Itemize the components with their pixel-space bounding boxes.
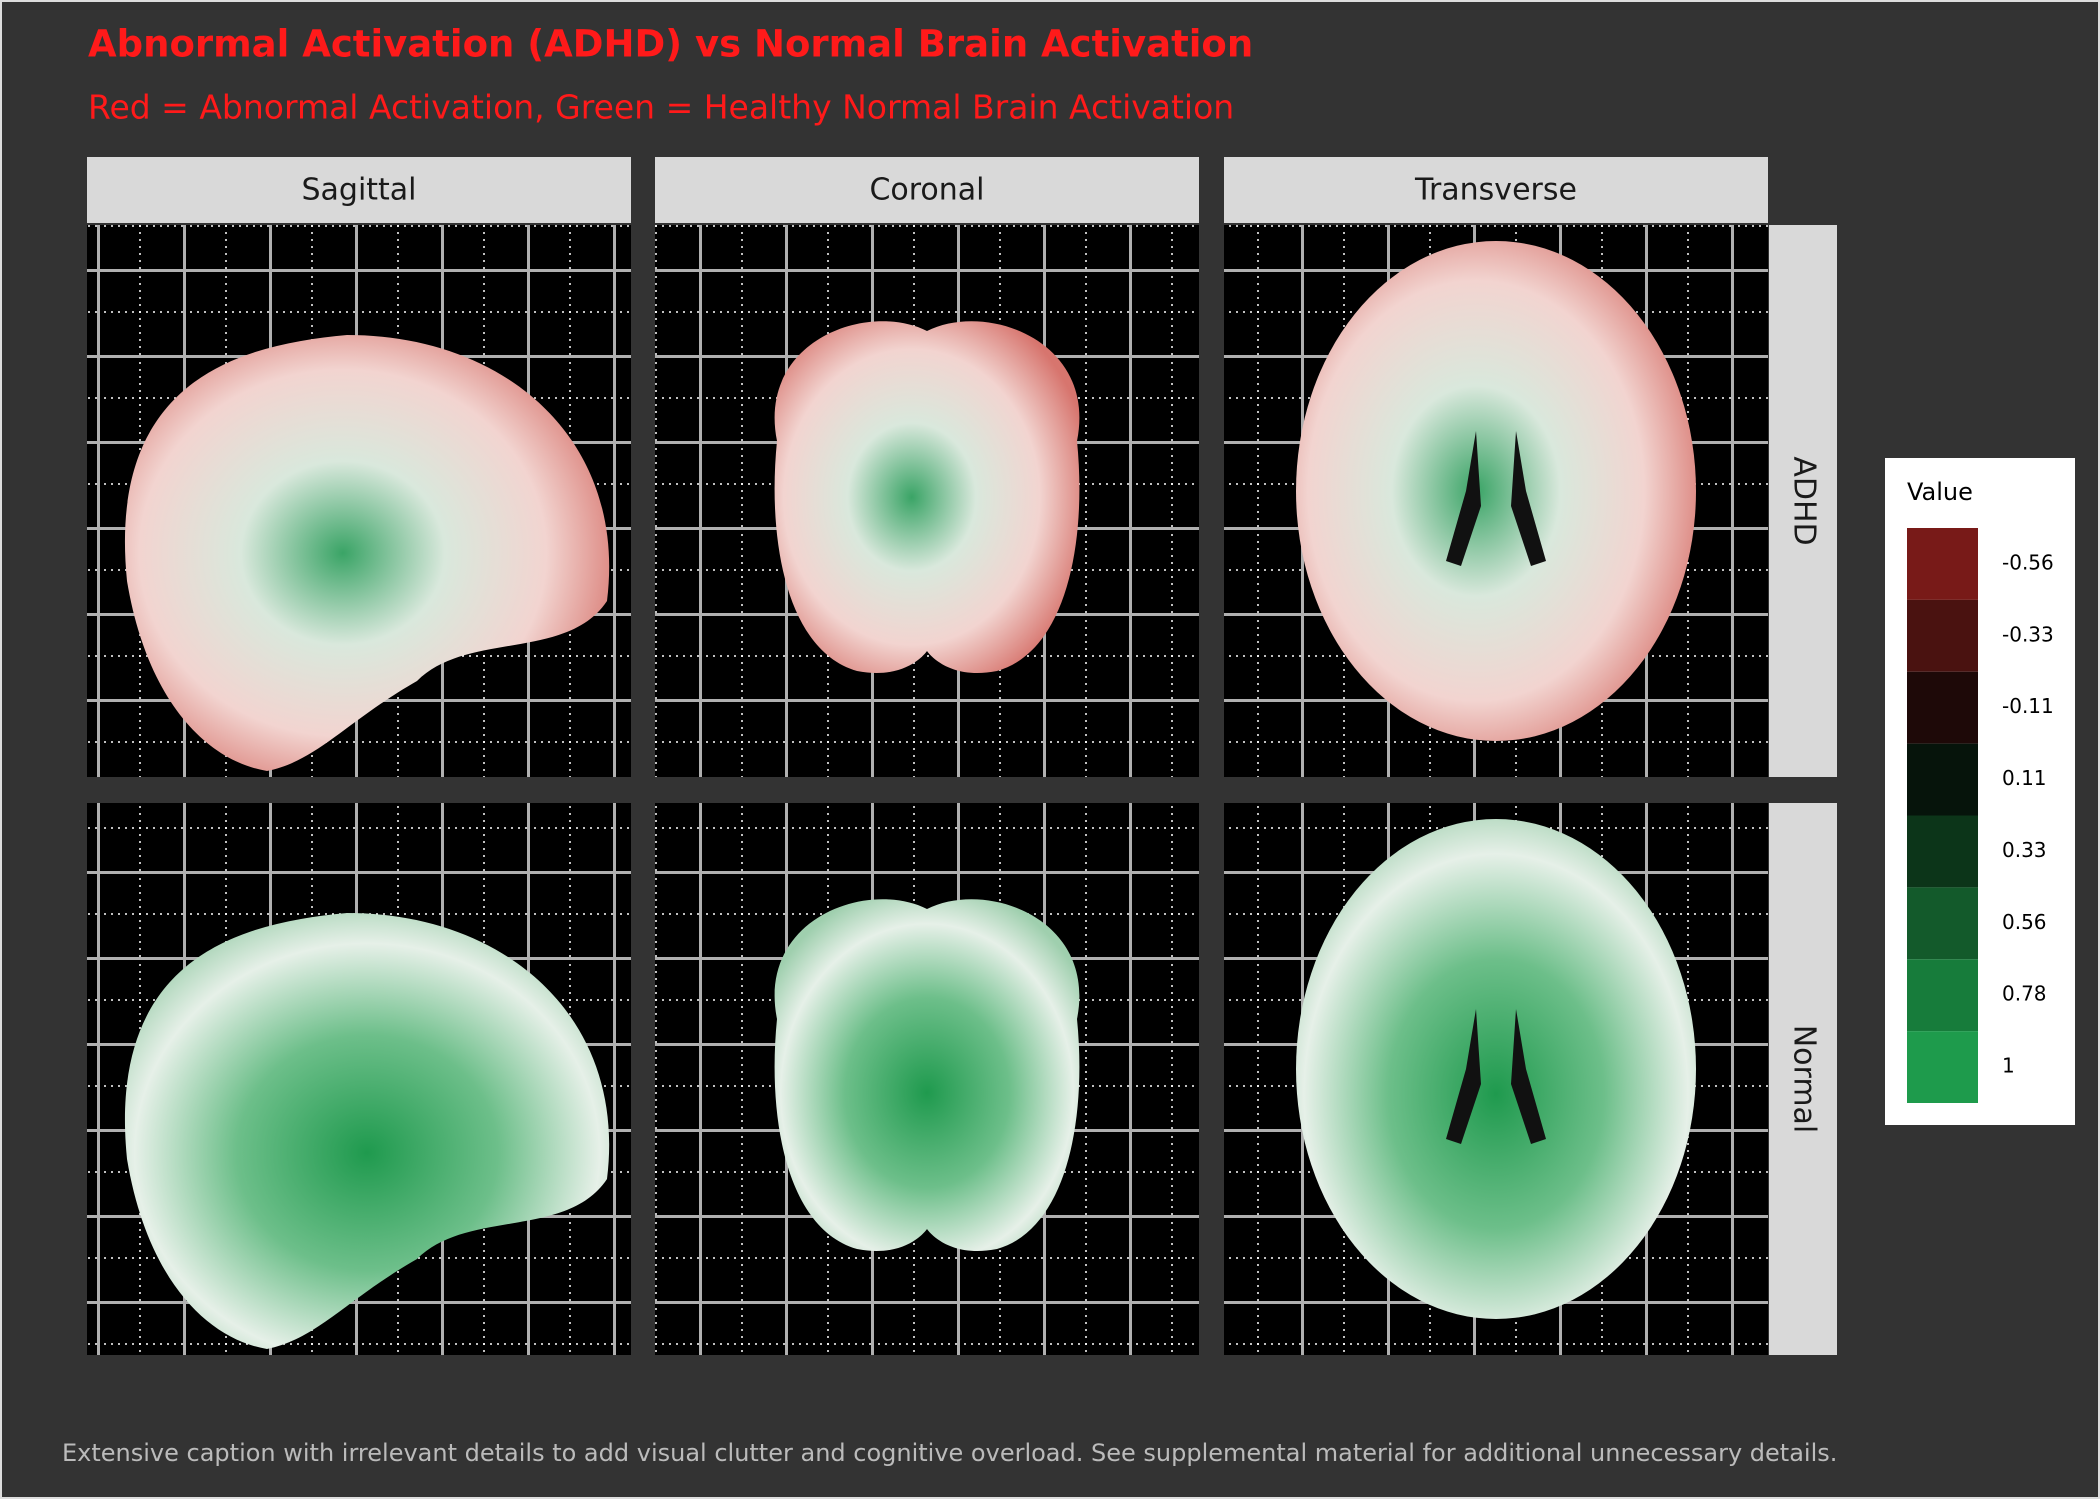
legend-swatch: [1907, 887, 1978, 960]
column-strip: [87, 157, 631, 223]
chart-title: Abnormal Activation (ADHD) vs Normal Bra…: [88, 23, 1253, 66]
legend-swatch: [1907, 1031, 1978, 1103]
column-strip: [1224, 157, 1768, 223]
brain-slice: [1296, 241, 1696, 741]
chart-subtitle: Red = Abnormal Activation, Green = Healt…: [88, 88, 1234, 127]
legend-label: -0.33: [2002, 622, 2054, 646]
caption: Extensive caption with irrelevant detail…: [62, 1439, 1837, 1467]
legend-swatch: [1907, 528, 1978, 600]
column-strip: [655, 157, 1199, 223]
column-strip-label: Sagittal: [301, 173, 416, 208]
brain-slice: [1296, 819, 1696, 1319]
legend-swatch: [1907, 743, 1978, 816]
legend-label: 0.78: [2002, 982, 2047, 1006]
legend-label: -0.56: [2002, 550, 2054, 574]
brain-slice: [774, 899, 1080, 1252]
legend-title: Value: [1907, 478, 1973, 506]
legend-swatch: [1907, 815, 1978, 888]
row-strip-label: ADHD: [1787, 456, 1822, 545]
brain-slice: [124, 913, 610, 1349]
legend-label: 0.11: [2002, 766, 2047, 790]
legend-swatch: [1907, 599, 1978, 672]
panels: ADHD Normal Sagittal Coronal Transverse: [87, 157, 1837, 1355]
row-strip: [1769, 803, 1837, 1355]
legend-label: -0.11: [2002, 694, 2054, 718]
row-strip-label: Normal: [1787, 1025, 1822, 1134]
legend-label: 0.33: [2002, 838, 2047, 862]
legend-swatch: [1907, 671, 1978, 744]
ventricle: [1446, 1009, 1546, 1144]
legend-label: 0.56: [2002, 910, 2047, 934]
brain-slice: [774, 321, 1080, 674]
legend-swatch: [1907, 959, 1978, 1032]
legend-label: 1: [2002, 1054, 2015, 1078]
brain-slice: [124, 335, 610, 771]
ventricle: [1446, 431, 1546, 566]
row-strip: [1769, 225, 1837, 777]
column-strip-label: Coronal: [869, 173, 984, 208]
column-strip-label: Transverse: [1414, 173, 1577, 208]
